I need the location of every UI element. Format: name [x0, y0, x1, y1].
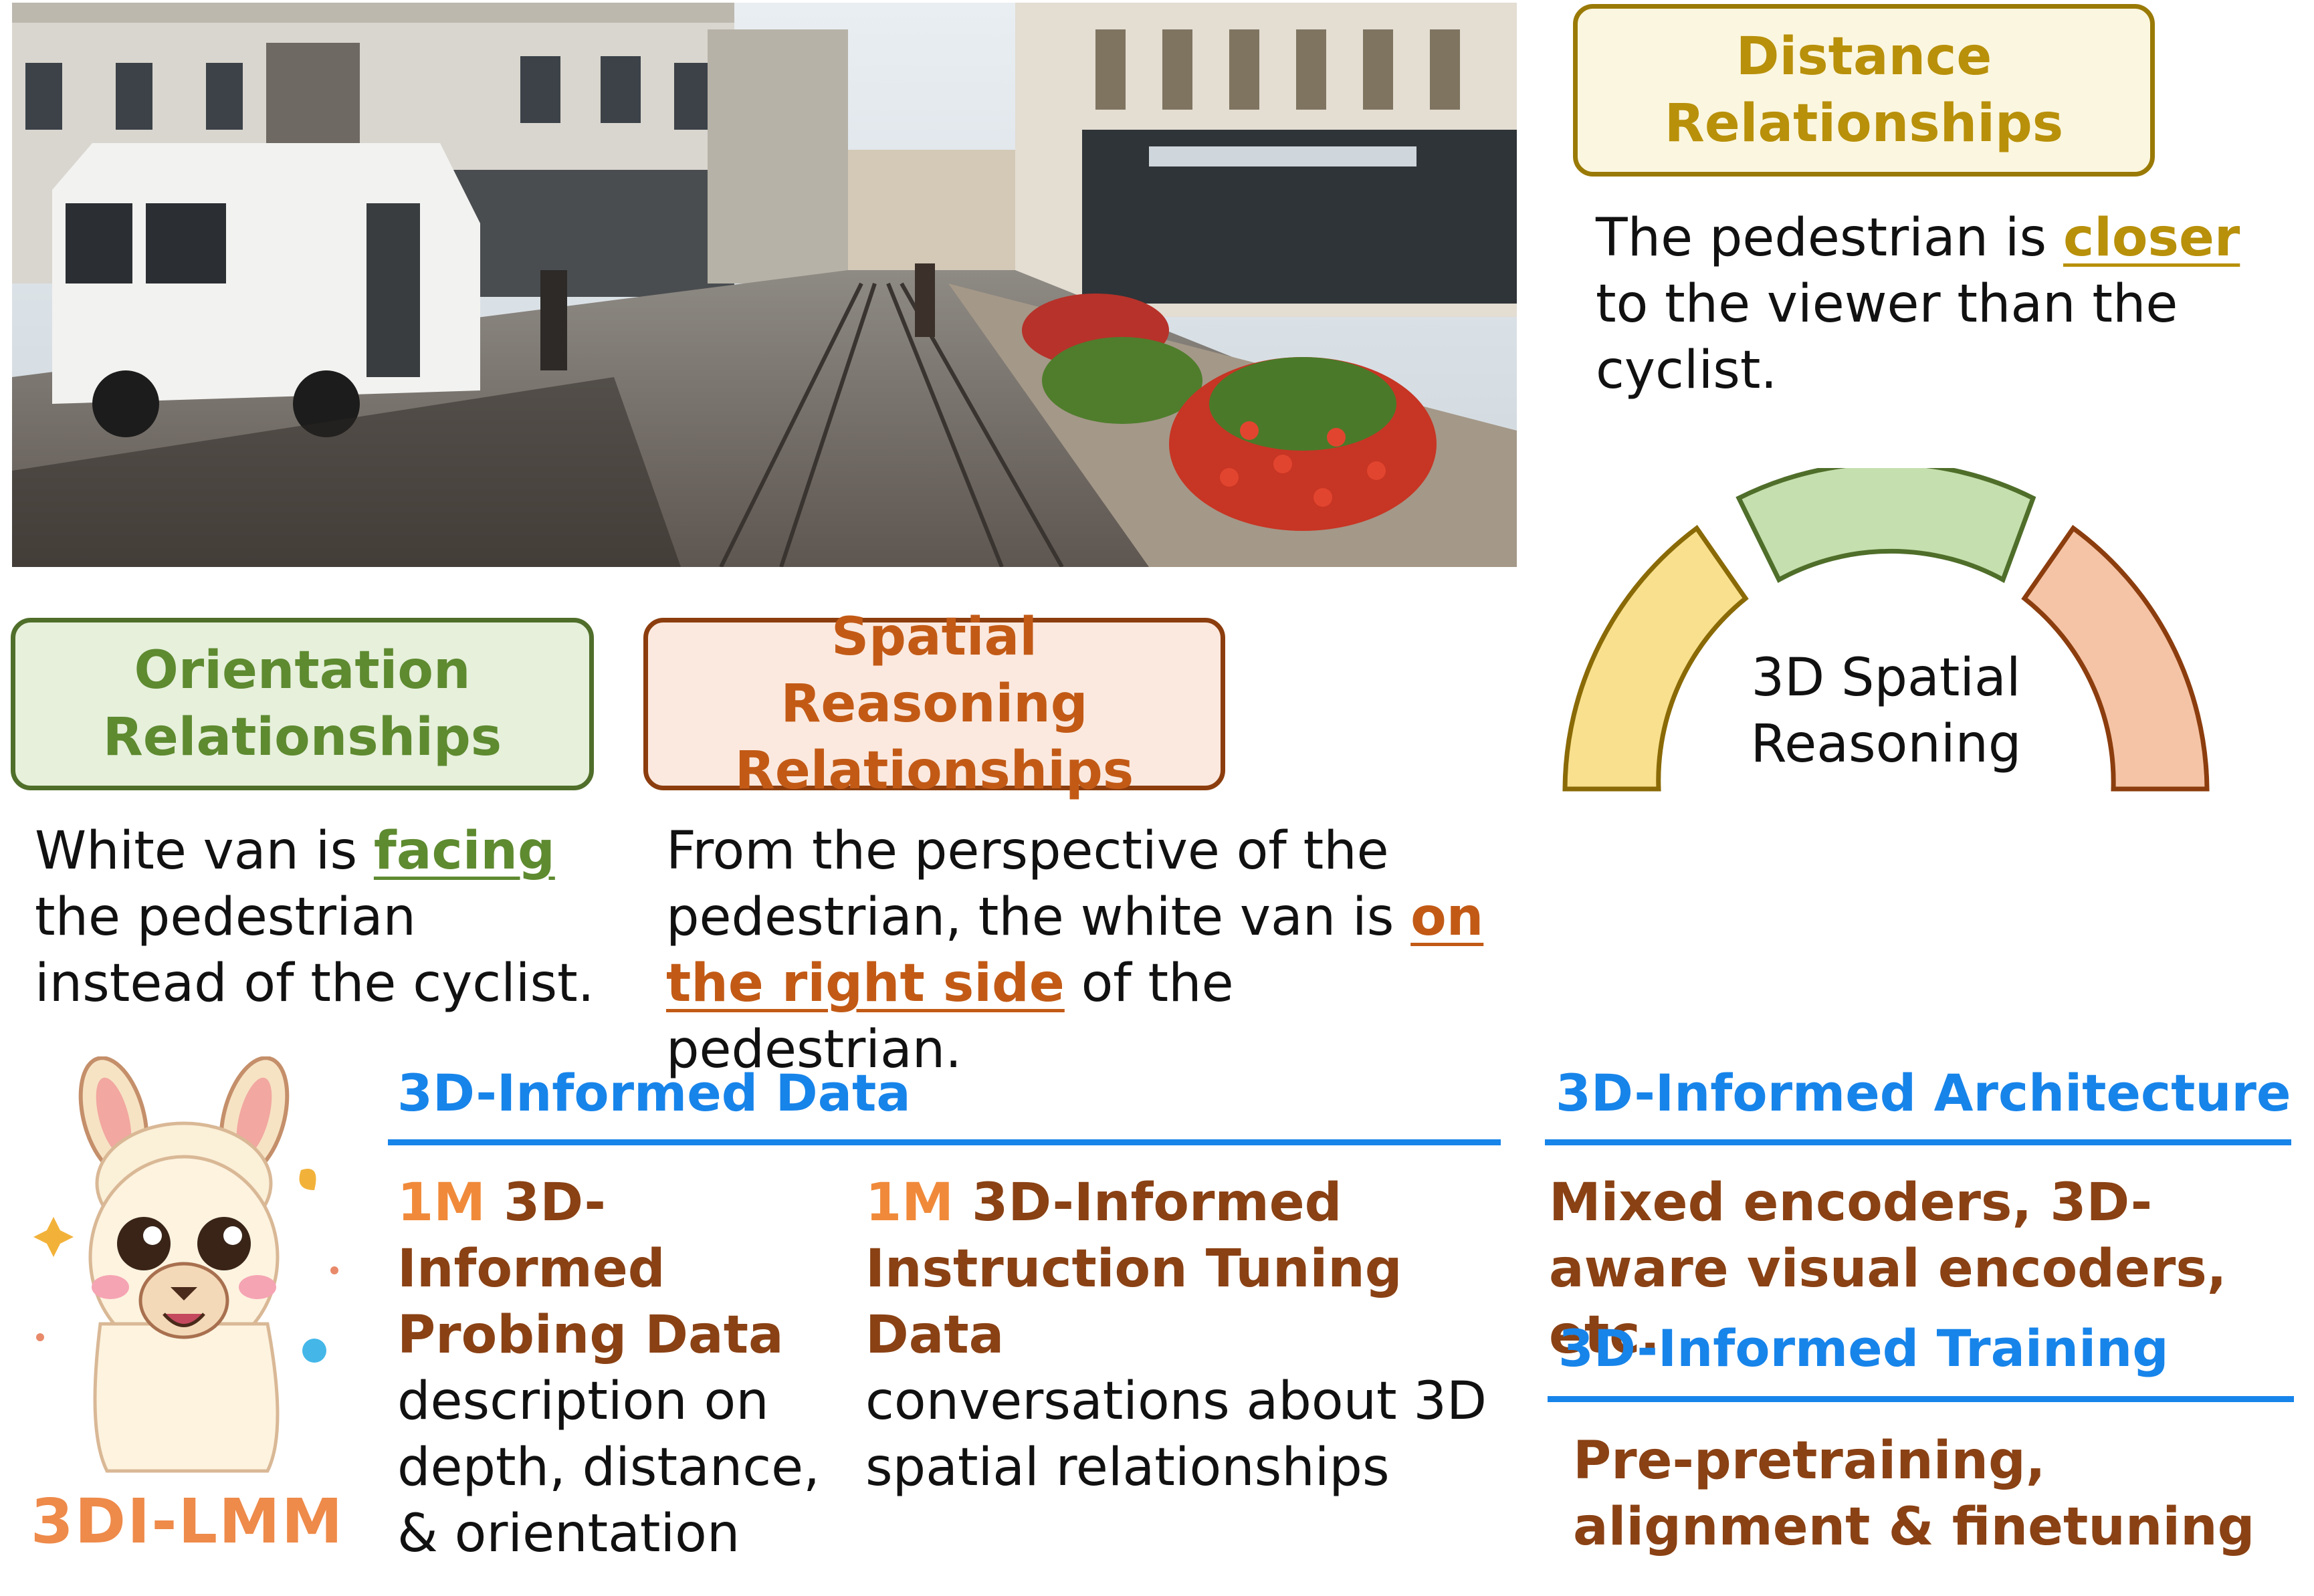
probing-desc: description on depth, distance, & orient…: [397, 1371, 820, 1564]
street-scene-photo: [12, 3, 1517, 567]
arc-peach-segment: [2021, 525, 2210, 792]
spatial-reasoning-arc: [1562, 468, 2210, 792]
van-shape: [52, 143, 480, 437]
data-section-rule: [388, 1139, 1501, 1145]
orientation-relationships-box: Orientation Relationships: [11, 618, 594, 790]
data-section-title: 3D-Informed Data: [397, 1063, 911, 1123]
orientation-description: White van is facing the pedestrian inste…: [35, 818, 610, 1017]
architecture-desc: Mixed encoders, 3D-aware visual encoders…: [1549, 1173, 2227, 1365]
instruction-desc: conversations about 3D spatial relations…: [865, 1371, 1487, 1498]
instruction-name: 3D-Informed Instruction Tuning Data: [865, 1173, 1402, 1365]
distance-highlight: closer: [2063, 208, 2240, 268]
spatial-desc-prefix: From the perspective of the pedestrian, …: [666, 821, 1411, 947]
training-section-title: 3D-Informed Training: [1558, 1319, 2169, 1378]
spatial-description: From the perspective of the pedestrian, …: [666, 818, 1509, 1083]
distance-relationships-title: Distance Relationships: [1664, 27, 2064, 154]
orientation-highlight: facing: [373, 821, 555, 881]
training-section-rule: [1548, 1396, 2294, 1402]
llama-logo-illustration: [33, 1056, 338, 1473]
probing-count: 1M: [397, 1173, 486, 1233]
architecture-section-rule: [1545, 1139, 2291, 1145]
instruction-count: 1M: [865, 1173, 954, 1233]
street-scene-illustration: [12, 3, 1517, 567]
distance-desc-suffix: to the viewer than the cyclist.: [1596, 274, 2178, 401]
spatial-reasoning-relationships-title: Spatial Reasoning Relationships: [734, 607, 1134, 801]
distance-desc-prefix: The pedestrian is: [1596, 208, 2063, 268]
arc-yellow-segment: [1562, 525, 1749, 792]
arc-center-label: 3D Spatial Reasoning: [1719, 645, 2053, 778]
spatial-desc-suffix: of the pedestrian.: [666, 953, 1234, 1080]
distance-description: The pedestrian is closer to the viewer t…: [1596, 205, 2298, 404]
orientation-desc-prefix: White van is: [35, 821, 374, 881]
spatial-highlight: on the right side: [666, 887, 1484, 1014]
training-desc: Pre-pretraining, alignment & finetuning: [1573, 1431, 2255, 1557]
orientation-relationships-title: Orientation Relationships: [102, 641, 502, 768]
orientation-desc-suffix: the pedestrian instead of the cyclist.: [35, 887, 595, 1014]
arc-label-line1: 3D Spatial: [1751, 648, 2021, 708]
logo-text: 3DI-LMM: [30, 1486, 344, 1557]
instruction-data-item: 1M 3D-Informed Instruction Tuning Data c…: [865, 1170, 1507, 1501]
architecture-section-title: 3D-Informed Architecture: [1556, 1063, 2291, 1123]
arc-green-segment: [1736, 468, 2036, 584]
distance-relationships-box: Distance Relationships: [1573, 4, 2155, 177]
probing-name: 3D-Informed Probing Data: [397, 1173, 784, 1365]
spatial-reasoning-relationships-box: Spatial Reasoning Relationships: [643, 607, 1225, 801]
probing-data-item: 1M 3D-Informed Probing Data description …: [397, 1170, 865, 1567]
arc-label-line2: Reasoning: [1750, 714, 2022, 774]
logo-wordmark: 3DI-LMM: [27, 1486, 348, 1557]
